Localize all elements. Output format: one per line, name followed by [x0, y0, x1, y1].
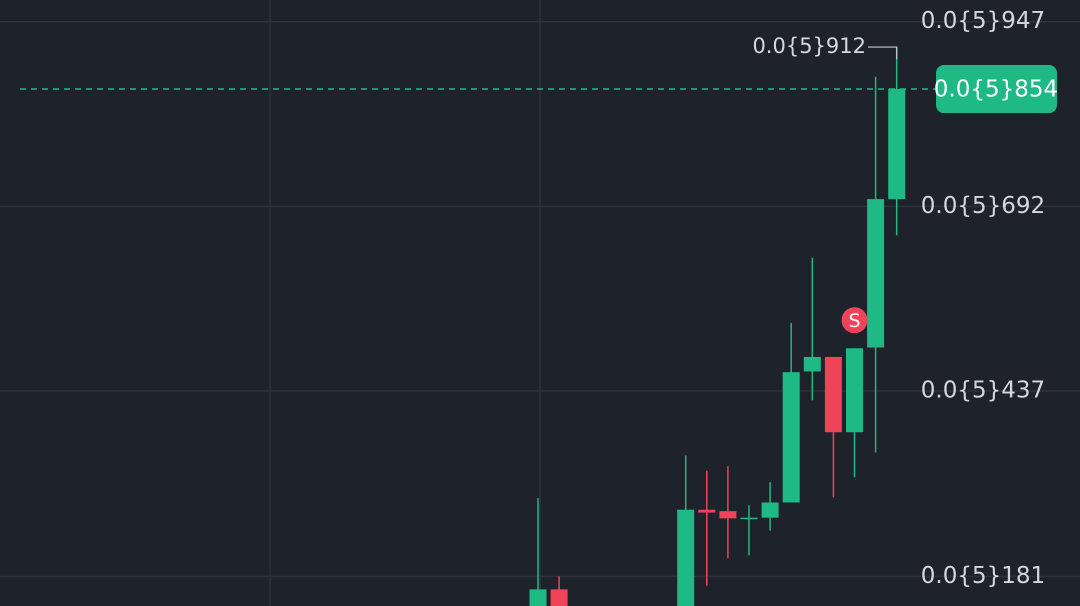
last-price-badge — [936, 65, 1057, 114]
y-tick-label: 0.0{5}947 — [921, 8, 1045, 34]
candle-body — [677, 509, 695, 606]
candle-body — [698, 509, 716, 513]
candle-body — [761, 502, 779, 518]
last-price-label: 0.0{5}854 — [934, 77, 1058, 103]
candle-body — [740, 517, 758, 520]
candle-body — [888, 89, 906, 200]
signal-label: S — [848, 310, 860, 332]
candle-body — [867, 199, 885, 348]
candle-body — [550, 589, 568, 606]
high-marker-label: 0.0{5}912 — [752, 34, 866, 58]
y-tick-label: 0.0{5}181 — [921, 563, 1045, 589]
candle-body — [803, 356, 821, 372]
candle-body — [782, 372, 800, 503]
candle-body — [846, 348, 863, 433]
candle-body — [719, 511, 737, 519]
signal-marker — [841, 307, 868, 334]
candle-body — [824, 356, 842, 433]
y-tick-label: 0.0{5}437 — [921, 377, 1045, 403]
high-marker-line — [868, 46, 898, 60]
y-tick-label: 0.0{5}692 — [921, 193, 1045, 219]
candle-body — [529, 589, 547, 606]
